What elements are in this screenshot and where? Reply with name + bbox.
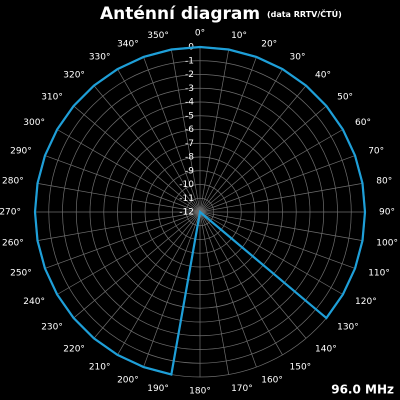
angle-tick-label: 290° — [10, 146, 32, 156]
r-tick-label: -6 — [185, 125, 194, 135]
angle-tick-label: 180° — [189, 387, 211, 397]
grid-spoke — [37, 211, 201, 241]
angle-tick-label: 320° — [63, 70, 85, 80]
grid-spoke — [199, 211, 363, 241]
frequency: 96.0 MHz — [331, 383, 394, 397]
grid-spoke — [199, 211, 229, 375]
angle-tick-label: 90° — [379, 208, 395, 218]
angle-tick-label: 70° — [368, 146, 384, 156]
pattern-line — [33, 45, 367, 376]
angle-tick-label: 130° — [337, 323, 359, 333]
grid-spoke — [93, 85, 201, 213]
angle-tick-label: 160° — [261, 376, 283, 386]
angle-tick-label: 260° — [2, 239, 24, 249]
grid-spoke — [117, 211, 201, 356]
angle-tick-label: 280° — [2, 176, 24, 186]
grid-spoke — [199, 68, 283, 213]
angle-tick-label: 20° — [261, 39, 277, 49]
angle-tick-label: 30° — [290, 52, 306, 62]
angle-tick-label: 140° — [315, 345, 337, 355]
r-tick-label: -3 — [185, 84, 194, 94]
grid-spoke — [199, 183, 363, 213]
angle-tick-label: 80° — [376, 176, 392, 186]
angle-tick-label: 310° — [41, 92, 63, 102]
angle-tick-label: 100° — [376, 239, 398, 249]
grid-spoke — [199, 155, 356, 213]
r-tick-label: -2 — [185, 70, 194, 80]
angle-tick-label: 220° — [63, 345, 85, 355]
angle-tick-label: 240° — [23, 297, 45, 307]
angle-tick-label: 300° — [23, 118, 45, 128]
grid-spoke — [199, 49, 229, 213]
grid-spoke — [199, 85, 307, 213]
r-tick-label: -10 — [179, 180, 194, 190]
angle-tick-label: 170° — [231, 384, 253, 394]
r-tick-label: -11 — [179, 194, 194, 204]
angle-tick-label: 120° — [355, 297, 377, 307]
r-tick-label: -9 — [185, 166, 194, 176]
angle-tick-label: 340° — [117, 39, 139, 49]
grid-spoke — [199, 211, 307, 339]
angle-tick-label: 350° — [147, 31, 169, 41]
angle-tick-label: 10° — [231, 31, 247, 41]
angle-tick-label: 330° — [89, 52, 111, 62]
r-tick-label: -1 — [185, 56, 194, 66]
angle-tick-label: 150° — [290, 363, 312, 373]
grid-spoke — [37, 183, 201, 213]
grid-spoke — [143, 56, 201, 213]
angle-tick-label: 0° — [195, 29, 205, 39]
chart-subtitle: (data RRTV/ČTÚ) — [267, 8, 342, 19]
chart-title: Anténní diagram — [100, 4, 260, 24]
r-tick-label: -7 — [185, 139, 194, 149]
angle-tick-label: 60° — [355, 118, 371, 128]
angle-tick-label: 190° — [147, 384, 169, 394]
angle-tick-label: 230° — [41, 323, 63, 333]
angle-tick-label: 40° — [315, 70, 331, 80]
grid-spoke — [44, 155, 201, 213]
grid-spoke — [199, 105, 327, 213]
r-tick-label: -8 — [185, 153, 194, 163]
grid-spoke — [199, 211, 283, 356]
angle-tick-label: 200° — [117, 376, 139, 386]
angle-tick-label: 270° — [0, 208, 21, 218]
grid-spoke — [73, 211, 201, 319]
grid-spoke — [143, 211, 201, 368]
grid-spoke — [199, 211, 344, 295]
r-tick-label: -4 — [185, 98, 194, 108]
grid-spoke — [56, 211, 201, 295]
grid-spoke — [199, 211, 356, 269]
grid-spoke — [93, 211, 201, 339]
grid-spoke — [171, 49, 201, 213]
r-tick-label: -5 — [185, 111, 194, 121]
grid-spoke — [73, 105, 201, 213]
grid-spoke — [199, 56, 257, 213]
angle-tick-label: 250° — [10, 269, 32, 279]
r-tick-label: -12 — [179, 208, 194, 218]
chart-title-group: Anténní diagram (data RRTV/ČTÚ) — [100, 4, 342, 24]
grid-spoke — [117, 68, 201, 213]
angle-tick-label: 50° — [337, 92, 353, 102]
grid-spoke — [44, 211, 201, 269]
angle-tick-label: 210° — [89, 363, 111, 373]
grid-spoke — [56, 129, 201, 213]
grid-spoke — [199, 211, 257, 368]
angle-tick-label: 110° — [368, 269, 390, 279]
grid-spoke — [199, 129, 344, 213]
